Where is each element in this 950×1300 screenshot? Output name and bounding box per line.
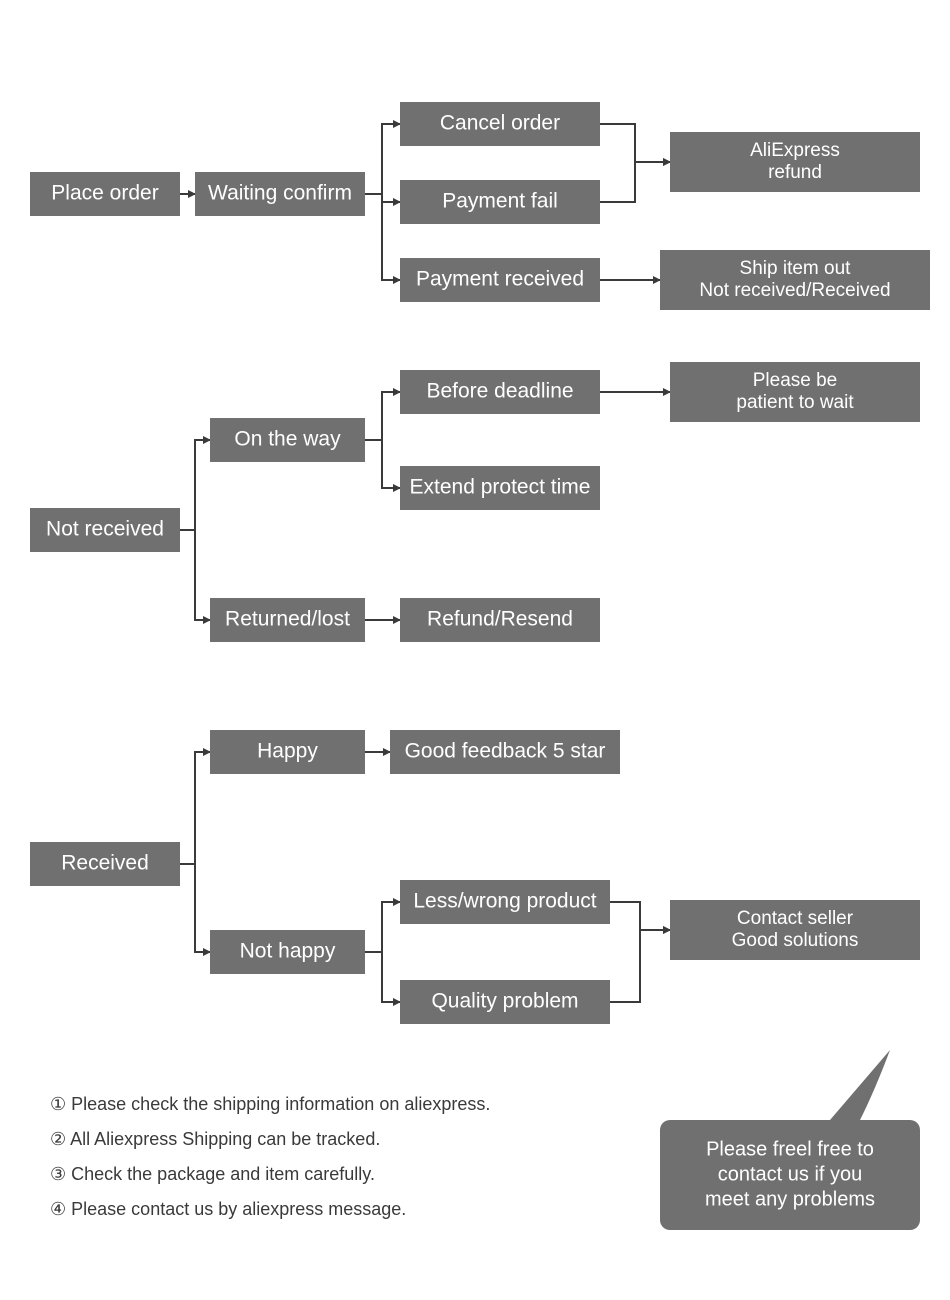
speech-bubble-text-0: Please freel free to — [706, 1138, 874, 1160]
node-label-not_received: Not received — [46, 518, 164, 541]
node-label-contact_seller-1: Good solutions — [732, 930, 859, 951]
edge-cancel_order-ali_refund — [600, 124, 670, 162]
node-label-less_wrong: Less/wrong product — [413, 890, 596, 913]
node-received: Received — [30, 842, 180, 886]
edge-not_happy-quality_problem — [365, 952, 400, 1002]
node-payment_received: Payment received — [400, 258, 600, 302]
edge-waiting_confirm-cancel_order — [365, 124, 400, 194]
node-label-quality_problem: Quality problem — [431, 990, 578, 1013]
footnote-3: ③ Check the package and item carefully. — [50, 1164, 375, 1184]
edge-less_wrong-contact_seller — [610, 902, 670, 930]
speech-bubble-text-1: contact us if you — [718, 1163, 863, 1185]
node-returned_lost: Returned/lost — [210, 598, 365, 642]
edge-received-not_happy — [180, 864, 210, 952]
node-not_happy: Not happy — [210, 930, 365, 974]
node-cancel_order: Cancel order — [400, 102, 600, 146]
node-label-not_happy: Not happy — [240, 940, 336, 963]
node-label-please_patient-0: Please be — [753, 370, 838, 391]
node-label-place_order: Place order — [51, 182, 158, 205]
edge-on_the_way-before_deadline — [365, 392, 400, 440]
node-label-ship_out-0: Ship item out — [740, 258, 852, 279]
node-good_feedback: Good feedback 5 star — [390, 730, 620, 774]
node-please_patient: Please bepatient to wait — [670, 362, 920, 422]
edge-payment_fail-ali_refund — [600, 162, 670, 202]
flowchart-canvas: Place order Waiting confirm Cancel order Pa… — [0, 0, 950, 1300]
node-contact_seller: Contact sellerGood solutions — [670, 900, 920, 960]
node-label-refund_resend: Refund/Resend — [427, 608, 573, 631]
node-label-waiting_confirm: Waiting confirm — [208, 182, 352, 205]
speech-bubble-text-2: meet any problems — [705, 1188, 875, 1210]
speech-bubble-tail — [830, 1050, 890, 1120]
node-ali_refund: AliExpressrefund — [670, 132, 920, 192]
node-quality_problem: Quality problem — [400, 980, 610, 1024]
node-not_received: Not received — [30, 508, 180, 552]
node-label-received: Received — [61, 852, 149, 875]
node-label-extend_protect: Extend protect time — [410, 476, 591, 499]
node-label-on_the_way: On the way — [234, 428, 341, 451]
node-extend_protect: Extend protect time — [400, 466, 600, 510]
footnote-2: ② All Aliexpress Shipping can be tracked… — [50, 1129, 380, 1149]
edge-on_the_way-extend_protect — [365, 440, 400, 488]
node-waiting_confirm: Waiting confirm — [195, 172, 365, 216]
node-label-payment_fail: Payment fail — [442, 190, 558, 213]
node-label-good_feedback: Good feedback 5 star — [405, 740, 606, 763]
edge-quality_problem-contact_seller — [610, 930, 670, 1002]
node-refund_resend: Refund/Resend — [400, 598, 600, 642]
node-ship_out: Ship item outNot received/Received — [660, 250, 930, 310]
node-less_wrong: Less/wrong product — [400, 880, 610, 924]
node-happy: Happy — [210, 730, 365, 774]
node-label-please_patient-1: patient to wait — [736, 392, 854, 413]
node-place_order: Place order — [30, 172, 180, 216]
edge-waiting_confirm-payment_received — [365, 194, 400, 280]
edge-not_received-returned_lost — [180, 530, 210, 620]
edge-received-happy — [180, 752, 210, 864]
node-label-returned_lost: Returned/lost — [225, 608, 350, 631]
footnote-4: ④ Please contact us by aliexpress messag… — [50, 1199, 406, 1219]
node-label-payment_received: Payment received — [416, 268, 584, 291]
edge-not_received-on_the_way — [180, 440, 210, 530]
node-on_the_way: On the way — [210, 418, 365, 462]
node-before_deadline: Before deadline — [400, 370, 600, 414]
node-label-happy: Happy — [257, 740, 318, 763]
node-label-cancel_order: Cancel order — [440, 112, 560, 135]
edge-not_happy-less_wrong — [365, 902, 400, 952]
node-label-contact_seller-0: Contact seller — [737, 908, 854, 929]
node-label-ali_refund-0: AliExpress — [750, 140, 840, 161]
node-payment_fail: Payment fail — [400, 180, 600, 224]
node-label-ali_refund-1: refund — [768, 162, 822, 183]
footnote-1: ① Please check the shipping information … — [50, 1094, 490, 1114]
node-label-ship_out-1: Not received/Received — [699, 280, 890, 301]
node-label-before_deadline: Before deadline — [426, 380, 573, 403]
